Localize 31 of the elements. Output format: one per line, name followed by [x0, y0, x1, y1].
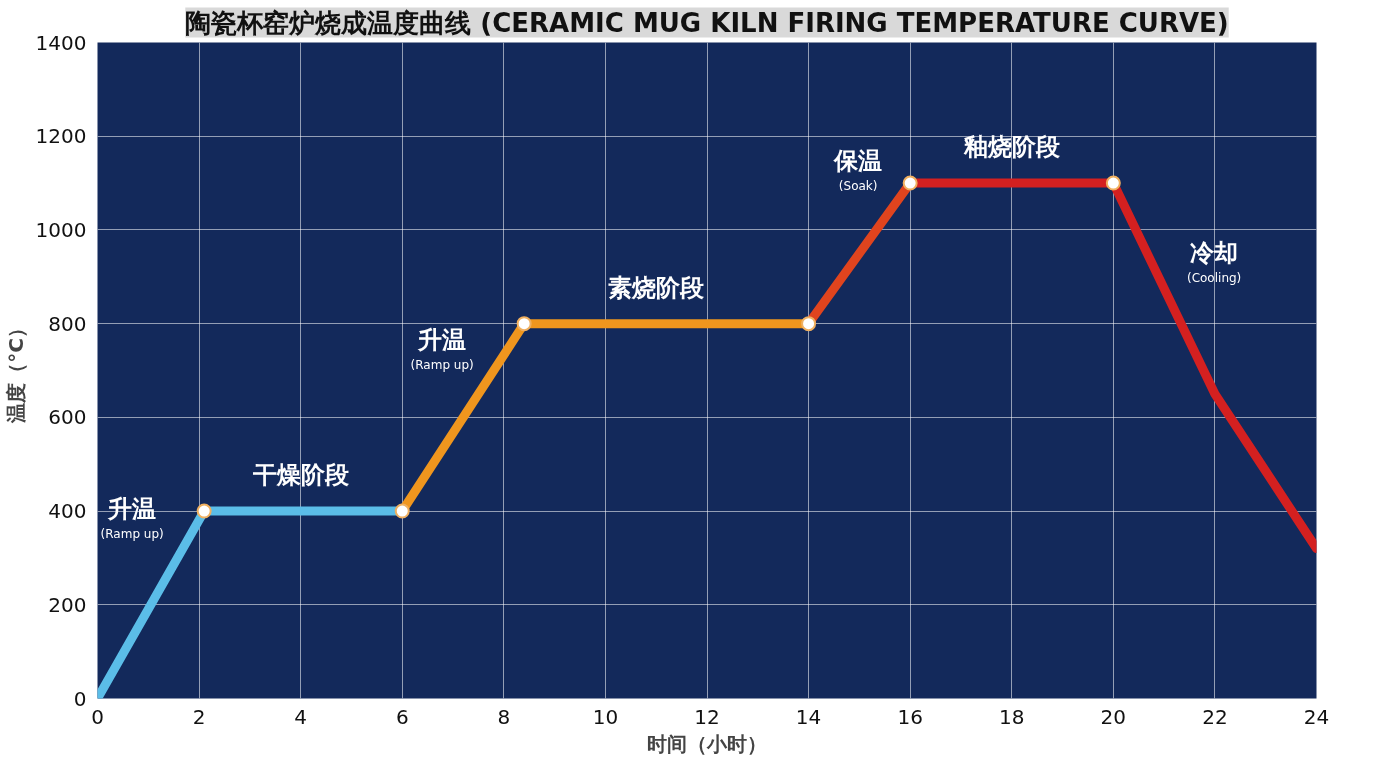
- y-tick-label: 1200: [35, 124, 87, 149]
- y-tick-label: 0: [73, 686, 87, 711]
- y-tick-label: 800: [48, 311, 87, 336]
- y-axis-title: 温度（°C）: [3, 318, 28, 424]
- annotation: 干燥阶段: [251, 461, 350, 490]
- x-tick-label: 10: [592, 704, 619, 729]
- x-tick-label: 22: [1202, 704, 1228, 729]
- x-tick-label: 12: [694, 704, 720, 729]
- y-tick-label: 600: [48, 405, 87, 430]
- annotation: 升温 (Ramp up): [100, 495, 164, 542]
- y-tick-label: 1400: [35, 30, 87, 55]
- annotation: 保温 (Soak): [833, 147, 883, 194]
- annotation: 升温 (Ramp up): [410, 325, 474, 372]
- y-tick-label: 1000: [35, 217, 87, 242]
- x-tick-label: 20: [1100, 704, 1127, 729]
- x-axis-title: 时间（小时）: [647, 731, 767, 756]
- annotation: 釉烧阶段: [962, 133, 1061, 162]
- chart-title: 陶瓷杯窑炉烧成温度曲线 (CERAMIC MUG KILN FIRING TEMPERATURE CURVE): [185, 7, 1229, 38]
- x-tick-label: 4: [294, 704, 308, 729]
- x-tick-label: 0: [91, 704, 104, 729]
- x-tick-label: 18: [999, 704, 1025, 729]
- annotation: 冷却 (Cooling): [1186, 238, 1242, 285]
- x-tick-label: 8: [497, 704, 511, 729]
- x-tick-label: 16: [897, 704, 923, 729]
- annotation: 素烧阶段: [608, 273, 706, 302]
- x-tick-label: 2: [192, 704, 206, 729]
- y-tick-label: 200: [48, 592, 87, 617]
- x-tick-label: 14: [795, 704, 822, 729]
- x-tick-label: 6: [395, 704, 409, 729]
- x-tick-label: 24: [1303, 704, 1330, 729]
- y-tick-label: 400: [48, 499, 87, 524]
